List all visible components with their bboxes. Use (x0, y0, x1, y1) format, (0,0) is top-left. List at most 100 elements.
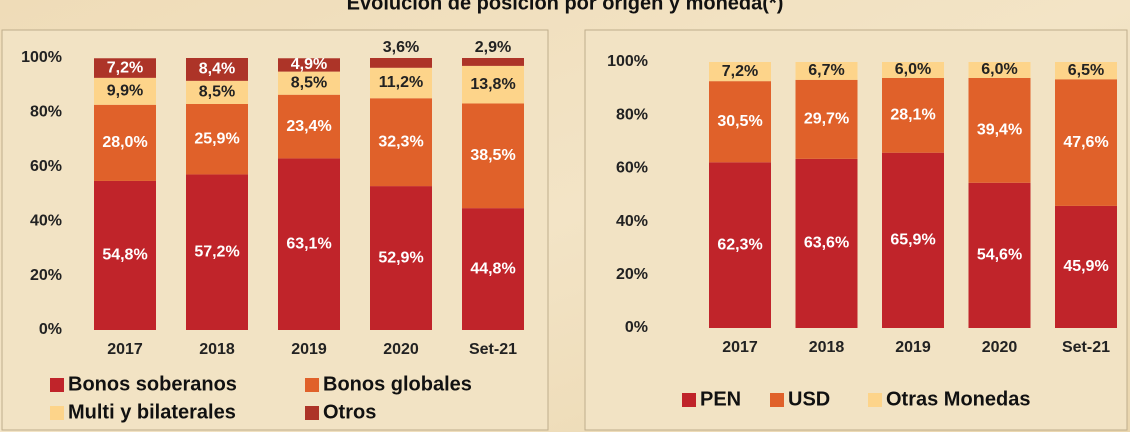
bar-segment (882, 62, 944, 78)
bar-segment (94, 180, 156, 330)
legend-swatch (868, 393, 882, 407)
bar-segment (94, 58, 156, 78)
legend-label: Bonos soberanos (68, 373, 237, 395)
value-label: 6,0% (981, 61, 1017, 78)
value-label: 47,6% (1063, 134, 1108, 151)
y-tick-label: 0% (39, 321, 62, 338)
bar-segment (709, 81, 771, 163)
legend-swatch (770, 393, 784, 407)
x-tick-label: Set-21 (469, 341, 517, 358)
bar-segment (370, 186, 432, 330)
bar-segment (186, 58, 248, 81)
legend-swatch (682, 393, 696, 407)
value-label: 2,9% (475, 39, 511, 56)
page-title: Evolución de posición por origen y moned… (347, 0, 784, 14)
x-tick-label: 2017 (722, 339, 758, 356)
y-tick-label: 60% (616, 160, 648, 177)
value-label: 65,9% (890, 232, 935, 249)
x-tick-label: 2017 (107, 341, 143, 358)
bar-segment (882, 77, 944, 153)
legend-label: USD (788, 388, 830, 410)
bar-segment (1055, 62, 1117, 80)
value-label: 6,0% (895, 61, 931, 78)
bar-segment (370, 67, 432, 99)
bar-segment (709, 162, 771, 328)
bar-segment (462, 65, 524, 104)
value-label: 3,6% (383, 39, 419, 56)
x-tick-label: 2020 (982, 339, 1018, 356)
bar-segment (186, 80, 248, 104)
y-tick-label: 0% (625, 319, 648, 336)
value-label: 32,3% (378, 133, 423, 150)
legend-label: Otras Monedas (886, 388, 1030, 410)
y-tick-label: 40% (30, 212, 62, 229)
value-label: 7,2% (722, 63, 758, 80)
y-tick-label: 60% (30, 158, 62, 175)
x-tick-label: 2018 (199, 341, 235, 358)
value-label: 30,5% (717, 113, 762, 130)
bar-segment (462, 208, 524, 330)
value-label: 63,1% (286, 235, 331, 252)
bar-segment (1055, 79, 1117, 206)
x-tick-label: 2019 (291, 341, 327, 358)
bar-segment (278, 94, 340, 159)
y-tick-label: 100% (21, 49, 62, 66)
legend-label: Multi y bilaterales (68, 401, 236, 423)
y-tick-label: 80% (616, 106, 648, 123)
x-tick-label: Set-21 (1062, 339, 1110, 356)
x-tick-label: 2019 (895, 339, 931, 356)
y-tick-label: 80% (30, 104, 62, 121)
legend-label: Bonos globales (323, 373, 472, 395)
value-label: 8,5% (199, 84, 235, 101)
bar-segment (1055, 205, 1117, 328)
value-label: 6,5% (1068, 62, 1104, 79)
y-tick-label: 40% (616, 213, 648, 230)
value-label: 62,3% (717, 236, 762, 253)
value-label: 8,4% (199, 61, 235, 78)
value-label: 28,1% (890, 107, 935, 124)
bar-segment (462, 103, 524, 209)
value-label: 8,5% (291, 74, 327, 91)
bar-segment (968, 182, 1031, 328)
bar-segment (370, 98, 432, 187)
bar-segment (94, 77, 156, 105)
bar-segment (462, 58, 524, 66)
value-label: 7,2% (107, 59, 143, 76)
value-label: 39,4% (977, 122, 1022, 139)
bar-segment (278, 71, 340, 95)
value-label: 13,8% (470, 76, 515, 93)
bar-segment (968, 62, 1031, 78)
bar-segment (370, 58, 432, 68)
value-label: 38,5% (470, 147, 515, 164)
legend-swatch (305, 406, 319, 420)
value-label: 23,4% (286, 118, 331, 135)
value-label: 11,2% (379, 74, 423, 91)
bar-segment (709, 62, 771, 82)
bar-segment (278, 58, 340, 72)
value-label: 29,7% (804, 111, 849, 128)
y-tick-label: 100% (607, 53, 648, 70)
value-label: 52,9% (378, 249, 423, 266)
value-label: 63,6% (804, 235, 849, 252)
legend-swatch (305, 378, 319, 392)
value-label: 9,9% (107, 83, 143, 100)
value-label: 45,9% (1063, 258, 1108, 275)
bar-segment (278, 158, 340, 330)
value-label: 6,7% (808, 62, 844, 79)
bar-segment (186, 103, 248, 175)
value-label: 28,0% (102, 134, 147, 151)
value-label: 25,9% (194, 130, 239, 147)
value-label: 54,8% (102, 247, 147, 264)
value-label: 44,8% (470, 260, 515, 277)
bar-segment (968, 77, 1031, 183)
y-tick-label: 20% (616, 266, 648, 283)
bar-segment (186, 174, 248, 330)
x-tick-label: 2020 (383, 341, 419, 358)
bar-segment (795, 158, 858, 328)
value-label: 4,9% (291, 56, 327, 73)
legend-swatch (50, 378, 64, 392)
bar-segment (94, 104, 156, 181)
bar-segment (795, 79, 858, 159)
bar-segment (795, 62, 858, 80)
